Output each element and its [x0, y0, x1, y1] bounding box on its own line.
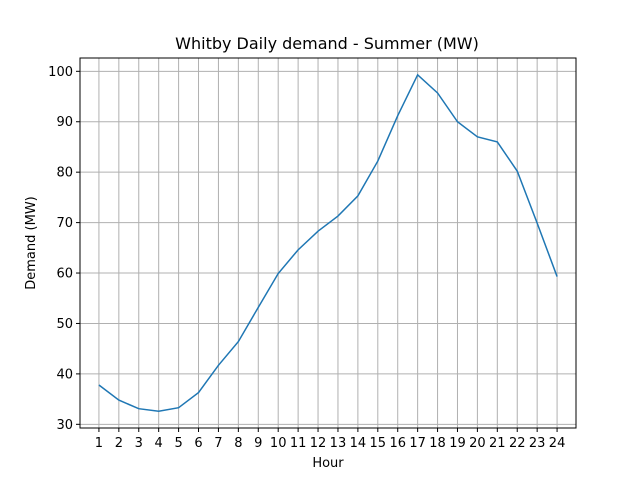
x-tick-label: 1	[95, 436, 103, 451]
series-line	[98, 73, 558, 412]
y-tick-label: 30	[56, 418, 73, 433]
x-tick-label: 14	[350, 436, 367, 451]
y-axis-label: Demand (MW)	[24, 196, 39, 289]
x-tick-label: 17	[409, 436, 426, 451]
y-tick-label: 100	[48, 65, 73, 80]
x-tick-label: 24	[549, 436, 566, 451]
plot-frame	[79, 57, 577, 429]
x-tick-label: 16	[389, 436, 406, 451]
x-tick-label: 20	[469, 436, 486, 451]
x-tick-label: 19	[449, 436, 466, 451]
y-tick-label: 70	[56, 216, 73, 231]
x-tick-label: 22	[509, 436, 526, 451]
x-tick-label: 8	[234, 436, 242, 451]
x-tick-label: 18	[429, 436, 446, 451]
x-tick-label: 15	[370, 436, 387, 451]
chart-title: Whitby Daily demand - Summer (MW)	[175, 34, 479, 53]
y-tick-label: 90	[56, 115, 73, 130]
x-tick-label: 7	[214, 436, 222, 451]
y-tick-label: 40	[56, 367, 73, 382]
x-tick-label: 3	[135, 436, 143, 451]
x-tick-label: 10	[270, 436, 287, 451]
x-axis-label: Hour	[312, 456, 344, 471]
axis-ticks	[76, 70, 558, 432]
x-tick-label: 6	[194, 436, 202, 451]
x-tick-label: 5	[174, 436, 182, 451]
x-tick-label: 4	[155, 436, 163, 451]
x-tick-label: 13	[330, 436, 347, 451]
x-tick-label: 23	[529, 436, 546, 451]
x-tick-label: 2	[115, 436, 123, 451]
x-tick-label: 21	[489, 436, 506, 451]
y-tick-label: 50	[56, 317, 73, 332]
grid	[80, 58, 576, 428]
x-tick-label: 9	[254, 436, 262, 451]
tick-labels: 1 2 3 4 5 6 7 8 9 10 11 12 13 14 15 16 17 18 19 20 21 22 23 243…	[48, 65, 565, 451]
y-tick-label: 60	[56, 267, 73, 282]
x-tick-label: 11	[290, 436, 307, 451]
x-tick-label: 12	[310, 436, 327, 451]
y-tick-label: 80	[56, 166, 73, 181]
